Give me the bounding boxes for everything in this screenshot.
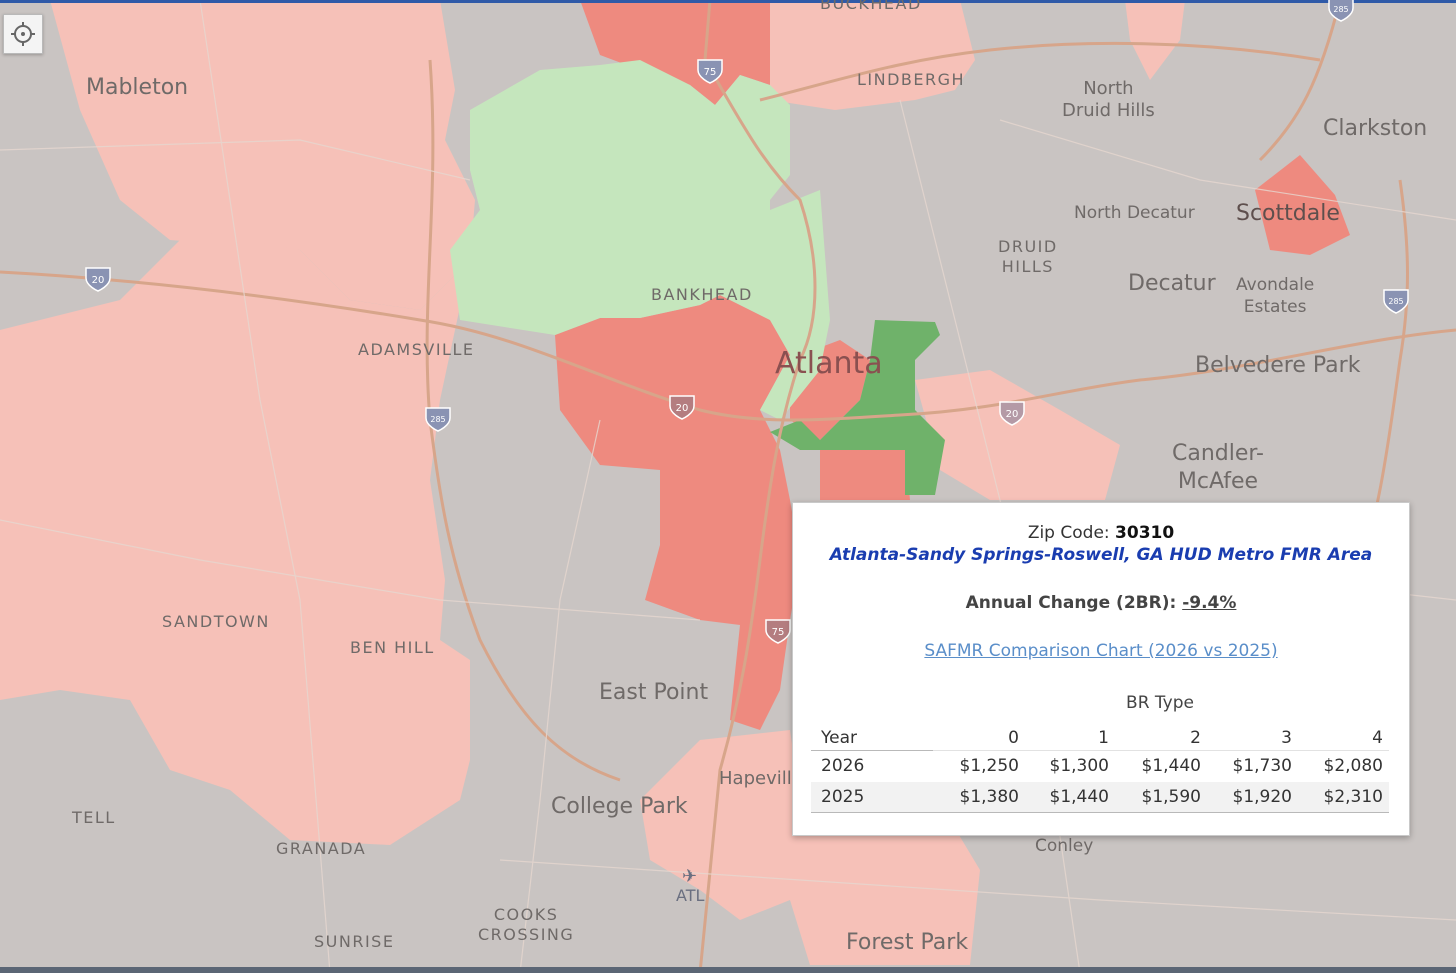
region-south [640,730,980,965]
label-belvedere-park: Belvedere Park [1195,353,1361,378]
row-year: 2026 [821,756,865,776]
annual-change-value: -9.4% [1182,593,1237,613]
interstate-20-shield-icon: 20 [669,395,695,420]
region-bankhead [450,60,830,420]
region-scottdale [1255,155,1350,255]
label-candler-mcafee: Candler- McAfee [1172,441,1264,494]
region-north-east [1125,0,1185,80]
br-type-header: BR Type [1126,693,1194,713]
label-north-druid-hills: North Druid Hills [1062,78,1155,121]
svg-text:20: 20 [1006,409,1019,420]
interstate-285-shield-icon: 285 [1328,0,1354,22]
col-header-0: 0 [1008,728,1019,748]
table-row: 2026 $1,250 $1,300 $1,440 $1,730 $2,080 [811,751,1389,781]
zip-code-line: Zip Code: 30310 [793,523,1409,543]
row-value: $1,440 [1049,787,1109,807]
label-granada: GRANADA [276,839,367,858]
region-southwest [0,230,470,845]
light-fmr-regions[interactable] [0,0,1185,965]
label-decatur: Decatur [1128,271,1216,296]
fmr-area-name: Atlanta-Sandy Springs-Roswell, GA HUD Me… [829,545,1373,565]
label-hapeville: Hapeville [719,768,803,789]
svg-text:285: 285 [1333,5,1348,14]
annual-change-label: Annual Change (2BR): [965,593,1177,613]
interstate-75-shield-icon: 75 [765,619,791,644]
label-buckhead: BUCKHEAD [820,0,922,13]
red-fmr-regions[interactable] [555,0,1350,730]
year-header: Year [821,728,857,748]
interstate-285-shield-icon: 285 [425,407,451,432]
interstate-20-shield-icon: 20 [85,267,111,292]
safmr-comparison-link[interactable]: SAFMR Comparison Chart (2026 vs 2025) [924,641,1278,661]
label-east-point: East Point [599,680,709,705]
label-sunrise: SUNRISE [314,932,395,951]
green-fmr-regions[interactable] [450,60,945,495]
row-value: $1,920 [1232,787,1292,807]
locate-button[interactable] [3,14,43,54]
interstate-20-shield-icon: 20 [999,401,1025,426]
row-value: $1,730 [1232,756,1292,776]
header-divider [811,750,933,751]
label-bankhead: BANKHEAD [651,285,753,304]
zip-info-tooltip: Zip Code: 30310 Atlanta-Sandy Springs-Ro… [792,502,1410,836]
row-value: $1,380 [959,787,1019,807]
label-avondale-estates: Avondale Estates [1236,275,1315,317]
label-mableton: Mableton [86,75,189,100]
airport-icon: ✈ [682,866,698,887]
label-atlanta: Atlanta [775,346,883,381]
svg-text:20: 20 [676,403,689,414]
label-clarkston: Clarkston [1323,116,1428,141]
label-druid-hills: DRUID HILLS [998,237,1058,276]
label-conley: Conley [1035,836,1094,856]
label-north-decatur: North Decatur [1074,203,1195,223]
interstate-285-shield-icon: 285 [1383,289,1409,314]
col-header-1: 1 [1098,728,1109,748]
header-divider-light [933,750,1389,751]
window-bottom-border [0,967,1456,973]
row-value: $1,590 [1141,787,1201,807]
interstate-75-shield-icon: 75 [697,59,723,84]
svg-text:285: 285 [1388,297,1403,306]
col-header-2: 2 [1190,728,1201,748]
svg-text:75: 75 [704,67,717,78]
label-cooks-crossing: COOKS CROSSING [478,905,575,944]
col-header-3: 3 [1281,728,1292,748]
row-value: $1,300 [1049,756,1109,776]
label-atl: ATL [676,886,705,905]
region-mableton [50,0,475,310]
label-sandtown: SANDTOWN [162,612,270,631]
row-value: $1,250 [959,756,1019,776]
label-college-park: College Park [551,794,688,819]
label-tell: TELL [72,808,116,827]
row-value: $1,440 [1141,756,1201,776]
svg-text:20: 20 [92,275,105,286]
label-ben-hill: BEN HILL [350,638,435,657]
label-scottdale: Scottdale [1236,201,1340,226]
svg-text:285: 285 [430,415,445,424]
region-downtown-green [770,320,945,495]
window-top-border [0,0,1456,3]
region-east-atl [915,370,1120,500]
col-header-4: 4 [1372,728,1383,748]
crosshair-icon [11,22,35,46]
region-north-red [580,0,770,105]
zip-code-label: Zip Code: [1027,523,1110,543]
table-bottom-border [811,812,1389,813]
table-header-row: Year 0 1 2 3 4 [811,723,1389,753]
row-value: $2,310 [1323,787,1383,807]
row-value: $2,080 [1323,756,1383,776]
zip-code-value: 30310 [1115,523,1175,543]
svg-text:75: 75 [772,627,785,638]
row-year: 2025 [821,787,865,807]
region-southeast [820,450,910,500]
label-adamsville: ADAMSVILLE [358,340,475,359]
annual-change-line: Annual Change (2BR): -9.4% [793,593,1409,613]
label-lindbergh: LINDBERGH [857,70,966,89]
table-row: 2025 $1,380 $1,440 $1,590 $1,920 $2,310 [811,782,1389,812]
label-forest-park: Forest Park [846,930,969,955]
region-30310 [555,295,800,730]
